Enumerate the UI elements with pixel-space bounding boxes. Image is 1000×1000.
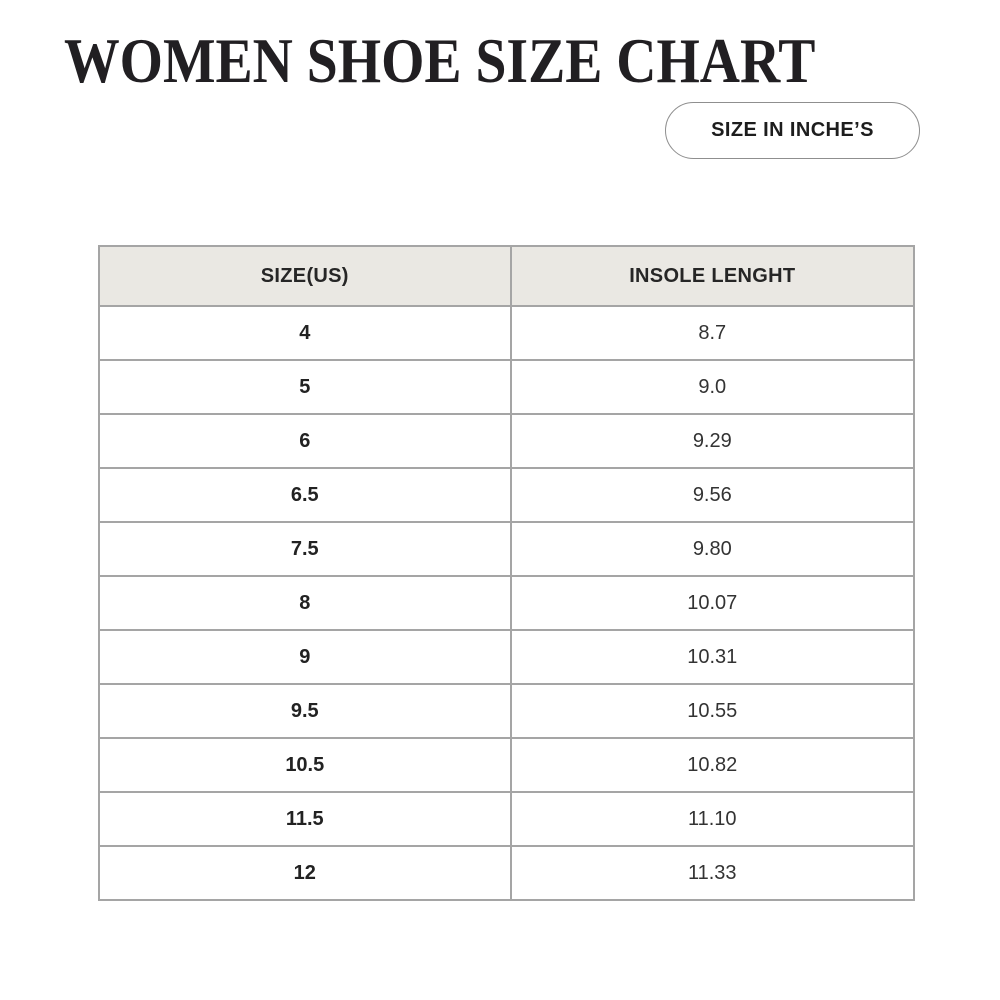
page-title: WOMEN SHOE SIZE CHART bbox=[64, 25, 816, 96]
table-header-row: SIZE(US) INSOLE LENGHT bbox=[98, 245, 916, 307]
size-value: 12 bbox=[98, 845, 512, 901]
table-row: 6 9.29 bbox=[98, 413, 916, 469]
column-header-insole-length: INSOLE LENGHT bbox=[509, 245, 916, 307]
table-row: 6.5 9.56 bbox=[98, 467, 916, 523]
size-value: 7.5 bbox=[98, 521, 512, 577]
table-row: 9.5 10.55 bbox=[98, 683, 916, 739]
table-row: 10.5 10.82 bbox=[98, 737, 916, 793]
shoe-size-table: SIZE(US) INSOLE LENGHT 4 8.7 5 9.0 6 9.2… bbox=[98, 245, 916, 901]
table-row: 12 11.33 bbox=[98, 845, 916, 901]
size-value: 10.5 bbox=[98, 737, 512, 793]
size-value: 6.5 bbox=[98, 467, 512, 523]
size-value: 5 bbox=[98, 359, 512, 415]
insole-value: 10.07 bbox=[509, 575, 916, 631]
insole-value: 9.0 bbox=[509, 359, 916, 415]
table-row: 8 10.07 bbox=[98, 575, 916, 631]
insole-value: 9.56 bbox=[509, 467, 916, 523]
size-value: 6 bbox=[98, 413, 512, 469]
table-row: 9 10.31 bbox=[98, 629, 916, 685]
size-value: 8 bbox=[98, 575, 512, 631]
insole-value: 10.82 bbox=[509, 737, 916, 793]
table-row: 11.5 11.10 bbox=[98, 791, 916, 847]
insole-value: 9.29 bbox=[509, 413, 916, 469]
insole-value: 8.7 bbox=[509, 305, 916, 361]
insole-value: 10.55 bbox=[509, 683, 916, 739]
size-unit-badge-label: SIZE IN INCHE’S bbox=[711, 119, 874, 141]
insole-value: 11.33 bbox=[509, 845, 916, 901]
size-value: 9 bbox=[98, 629, 512, 685]
insole-value: 9.80 bbox=[509, 521, 916, 577]
insole-value: 10.31 bbox=[509, 629, 916, 685]
insole-value: 11.10 bbox=[509, 791, 916, 847]
column-header-size-us: SIZE(US) bbox=[98, 245, 512, 307]
size-value: 4 bbox=[98, 305, 512, 361]
size-value: 9.5 bbox=[98, 683, 512, 739]
table-row: 7.5 9.80 bbox=[98, 521, 916, 577]
size-value: 11.5 bbox=[98, 791, 512, 847]
size-unit-badge[interactable]: SIZE IN INCHE’S bbox=[665, 102, 920, 159]
table-row: 5 9.0 bbox=[98, 359, 916, 415]
table-row: 4 8.7 bbox=[98, 305, 916, 361]
